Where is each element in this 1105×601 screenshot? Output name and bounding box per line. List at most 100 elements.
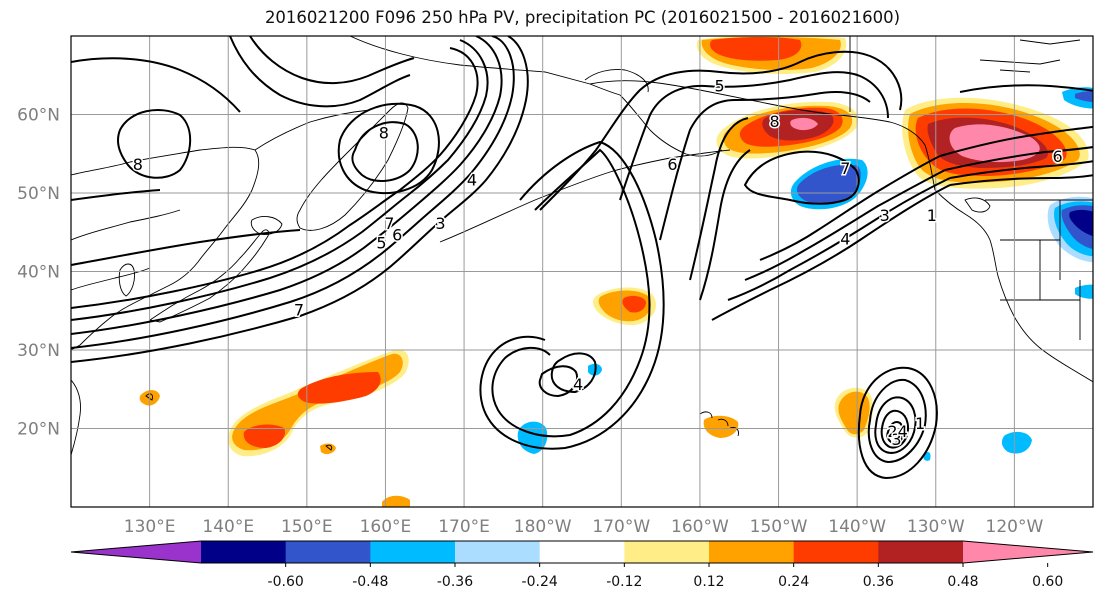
pv-contour <box>880 409 909 449</box>
coastline-okhotsk <box>254 109 371 151</box>
lon-tick-label: 120°W <box>986 517 1044 537</box>
lon-tick-label: 160°W <box>671 517 729 537</box>
pv-contour <box>479 140 665 450</box>
colorbar-tick-label: -0.12 <box>606 574 642 590</box>
lat-tick-label: 20°N <box>17 420 60 440</box>
precip-patch-uswest-neg <box>1069 209 1093 237</box>
pv-contour-layer <box>71 36 1093 480</box>
coastline-asia <box>71 146 260 351</box>
pv-contour <box>71 36 503 335</box>
coastline-alaska <box>619 94 723 157</box>
contour-label: 7 <box>384 214 394 233</box>
coastline-japan <box>148 229 269 323</box>
pv-contour <box>71 229 301 266</box>
contour-label: 2 <box>887 422 897 441</box>
pv-contour <box>71 36 529 363</box>
precip-patch-small <box>320 443 336 455</box>
pv-contour <box>117 109 192 179</box>
map-frame <box>70 35 1094 508</box>
pv-contour <box>249 36 415 85</box>
lat-axis: 20°N 30°N 40°N 50°N 60°N <box>17 106 60 440</box>
precip-patch-gulf-neg <box>796 164 861 205</box>
colorbar-tick-label: 0.24 <box>778 574 809 590</box>
pv-contour <box>743 150 860 205</box>
contour-label: 4 <box>573 375 583 394</box>
colorbar-tick-label: 0.36 <box>863 574 894 590</box>
lon-axis: 130°E 140°E 150°E 160°E 170°E 180°W 170°W 160°W… <box>124 517 1044 537</box>
contour-label: 3 <box>891 430 901 449</box>
contour-label: 8 <box>379 124 389 143</box>
contour-label: 1 <box>927 206 937 225</box>
coastline-alaska <box>589 80 936 191</box>
pv-contour <box>689 117 749 281</box>
precip-patch-sw-neg <box>1075 284 1093 299</box>
pv-contour <box>727 177 951 301</box>
colorbar-segment <box>709 541 795 563</box>
pv-contour <box>491 148 651 438</box>
colorbar-tick-label: -0.36 <box>437 574 473 590</box>
lon-tick-label: 140°W <box>828 517 886 537</box>
pv-contour <box>874 396 917 454</box>
colorbar-extend-high <box>963 541 1093 563</box>
contour-label: 6 <box>392 226 402 245</box>
coastline-asia <box>71 209 181 241</box>
lon-tick-label: 170°E <box>438 517 490 537</box>
colorbar: -0.60 -0.48 -0.36 -0.24 -0.12 0.12 0.24 0.36 0.4… <box>70 540 1094 590</box>
pv-contour <box>949 160 1093 179</box>
pv-contour <box>71 39 489 321</box>
precip-patch-small <box>703 415 739 438</box>
contour-label: 3 <box>880 206 890 225</box>
lat-tick-label: 50°N <box>17 184 60 204</box>
colorbar-segment <box>285 541 371 563</box>
precip-patch-neg-small <box>1001 431 1032 454</box>
precip-patch-pnw <box>949 124 1040 163</box>
precip-patch-ne-neg <box>1075 91 1093 103</box>
colorbar-segment <box>539 541 625 563</box>
lon-tick-label: 180°W <box>514 517 572 537</box>
pv-contour <box>949 174 1093 186</box>
colorbar-extend-low <box>71 541 201 563</box>
lon-tick-label: 170°W <box>592 517 650 537</box>
precip-patch-small <box>382 495 410 507</box>
pv-contour <box>71 36 515 349</box>
coastline-kamchatka <box>296 102 409 231</box>
lon-tick-label: 130°E <box>124 517 176 537</box>
contour-label: 5 <box>714 77 724 96</box>
colorbar-tick-label: -0.48 <box>352 574 388 590</box>
precip-patch-wpac <box>297 372 381 404</box>
pv-contour <box>229 36 411 108</box>
coastline-siberia <box>349 36 621 96</box>
coastline-island <box>145 393 153 401</box>
colorbar-tick-label: -0.60 <box>268 574 304 590</box>
lat-tick-label: 40°N <box>17 263 60 283</box>
coastline-namerica <box>934 189 1093 383</box>
graticule <box>71 36 1093 507</box>
coastline-asia <box>71 379 81 456</box>
colorbar-segment <box>878 541 964 563</box>
plot-title: 2016021200 F096 250 hPa PV, precipitatio… <box>264 8 901 27</box>
colorbar-segment <box>793 541 879 563</box>
colorbar-outline <box>70 540 1094 564</box>
contour-label: 8 <box>133 155 143 174</box>
lon-tick-label: 160°E <box>360 517 412 537</box>
precip-patch-central <box>622 295 646 313</box>
pv-contour <box>337 102 440 195</box>
coastline-canada-north <box>979 39 1081 73</box>
contour-label: 4 <box>467 171 477 190</box>
contour-label: 5 <box>376 234 386 253</box>
contour-label: 4 <box>898 422 908 441</box>
pv-contour <box>744 169 946 281</box>
lon-tick-label: 140°E <box>202 517 254 537</box>
lon-tick-label: 150°W <box>750 517 808 537</box>
lon-tick-label: 150°E <box>281 517 333 537</box>
contour-label: 4 <box>840 230 850 249</box>
contour-label: 7 <box>840 159 850 178</box>
pv-contour <box>944 146 1093 171</box>
lon-tick-label: 130°W <box>907 517 965 537</box>
contour-label: 8 <box>770 112 780 131</box>
contour-label: 3 <box>435 214 445 233</box>
pv-contour <box>619 71 889 201</box>
pv-contour <box>538 365 578 398</box>
